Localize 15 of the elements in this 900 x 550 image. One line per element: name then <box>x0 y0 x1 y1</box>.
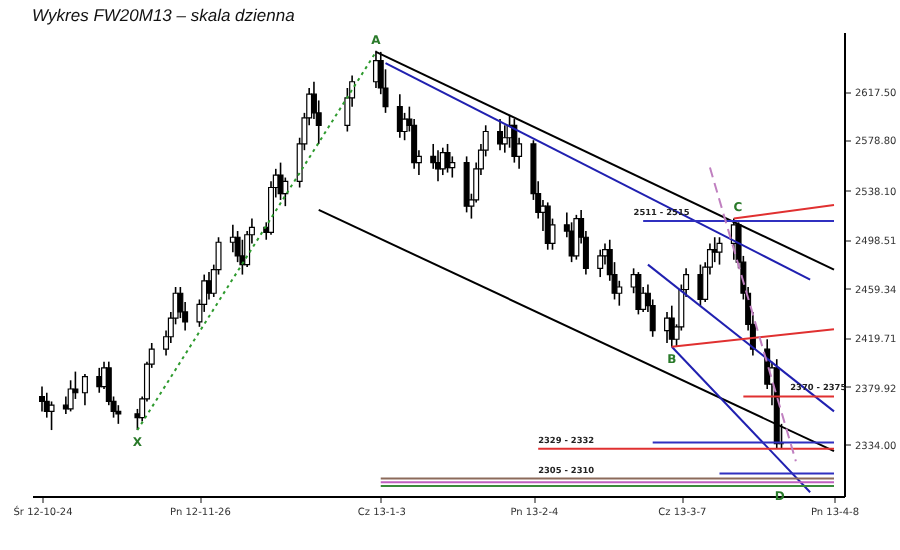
candlestick <box>48 400 55 431</box>
candlestick <box>115 404 122 425</box>
chart-title: Wykres FW20M13 – skala dzienna <box>32 5 296 25</box>
candlestick <box>67 379 74 413</box>
candlestick <box>635 271 642 316</box>
candlestick <box>449 155 456 179</box>
candlestick <box>396 93 403 139</box>
candlestick <box>282 176 289 207</box>
candlestick <box>81 373 88 406</box>
candlestick <box>616 279 623 307</box>
candlestick <box>444 143 451 174</box>
candlestick <box>39 385 45 413</box>
candlestick <box>497 118 504 151</box>
candlestick <box>597 248 604 278</box>
candlestick <box>716 236 723 266</box>
